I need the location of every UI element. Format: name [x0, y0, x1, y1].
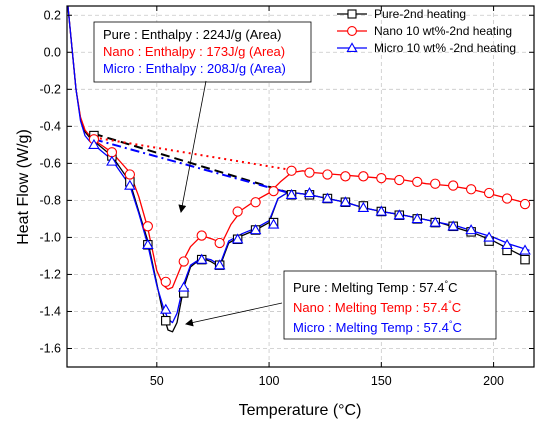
data-point-nano [340, 171, 351, 182]
data-point-micro [177, 281, 190, 292]
data-point-micro [465, 224, 477, 235]
legend-label-pure: Pure-2nd heating [374, 7, 466, 21]
melting-arrow [185, 302, 283, 327]
data-point-nano [178, 256, 189, 267]
plot-frame [66, 5, 535, 368]
data-point-micro [429, 216, 441, 227]
data-point-micro [88, 138, 100, 150]
legend-label-micro: Micro 10 wt% -2nd heating [374, 41, 516, 55]
data-point-micro [213, 259, 226, 270]
x-tick-label: 50 [150, 374, 164, 388]
enthalpy-arrow [178, 80, 207, 213]
legend-marker-micro [346, 42, 358, 53]
data-point-nano [412, 176, 423, 188]
melting-text-nano: Nano : Melting Temp : 57.4°C [293, 299, 461, 315]
data-point-nano [448, 180, 459, 191]
data-point-nano [519, 198, 531, 210]
data-point-nano [106, 147, 118, 158]
enthalpy-text-nano: Nano : Enthalpy : 173J/g (Area) [103, 44, 285, 59]
x-axis-label: Temperature (°C) [239, 402, 362, 419]
data-point-nano [214, 237, 225, 249]
legend-marker-pure [347, 9, 357, 19]
data-point-micro [339, 196, 352, 207]
data-point-nano [232, 206, 243, 217]
x-tick-label: 100 [259, 374, 280, 388]
legend: Pure-2nd heating Nano 10 wt%-2nd heating M… [337, 7, 516, 55]
y-tick-label: -0.2 [39, 82, 61, 96]
enthalpy-text-pure: Pure : Enthalpy : 224J/g (Area) [103, 27, 282, 42]
y-tick-label: -1.4 [39, 304, 61, 318]
melting-text-pure: Pure : Melting Temp : 57.4°C [293, 279, 458, 295]
data-point-nano [286, 165, 297, 176]
data-point-nano [142, 221, 153, 232]
data-point-nano [358, 171, 369, 182]
data-point-micro [321, 192, 334, 203]
data-point-micro [393, 209, 406, 220]
enthalpy-text-micro: Micro : Enthalpy : 208J/g (Area) [103, 61, 286, 76]
data-point-nano [160, 276, 171, 287]
data-point-nano [394, 174, 405, 186]
legend-marker-nano [347, 26, 357, 36]
data-point-micro [447, 220, 459, 231]
enthalpy-annotation: Pure : Enthalpy : 224J/g (Area) Nano : En… [93, 21, 312, 213]
data-point-nano [376, 173, 387, 184]
data-point-micro [195, 253, 208, 264]
data-point-micro [483, 231, 495, 242]
y-tick-label: 0.0 [44, 45, 61, 59]
data-point-nano [124, 169, 136, 180]
data-point-micro [411, 212, 424, 224]
data-point-nano [430, 178, 441, 189]
data-point-nano [501, 193, 513, 204]
data-point-nano [268, 185, 279, 197]
data-point-micro [231, 233, 244, 244]
data-point-micro [303, 187, 316, 198]
y-tick-label: 0.2 [44, 8, 61, 22]
y-tick-label: -1.2 [39, 267, 61, 281]
data-point-micro [375, 205, 388, 216]
data-point-nano [250, 197, 261, 208]
data-point-pure [161, 315, 171, 326]
data-point-pure [520, 254, 530, 265]
data-point-micro [142, 238, 154, 249]
y-tick-label: -0.4 [39, 119, 61, 133]
series-markers [88, 130, 531, 326]
y-tick-label: -1.6 [39, 341, 61, 355]
melting-text-micro: Micro : Melting Temp : 57.4°C [293, 319, 462, 335]
baselines [93, 132, 297, 196]
y-tick-label: -0.6 [39, 156, 61, 170]
x-axis-ticks: 50 100 150 200 [150, 6, 504, 388]
melting-box [283, 270, 497, 340]
data-point-micro [124, 179, 136, 190]
data-point-micro [267, 218, 280, 229]
melting-annotation: Pure : Melting Temp : 57.4°C Nano : Melti… [185, 270, 497, 340]
data-point-nano [322, 169, 333, 180]
enthalpy-box [93, 21, 312, 83]
legend-label-nano: Nano 10 wt%-2nd heating [374, 24, 512, 38]
data-point-nano [483, 187, 495, 199]
data-point-micro [249, 224, 262, 235]
baseline-nano [93, 136, 297, 172]
data-point-nano [304, 167, 315, 178]
data-point-micro [285, 188, 298, 200]
data-point-micro [160, 303, 172, 314]
data-point-micro [501, 238, 513, 249]
y-axis-ticks: 0.2 0.0 -0.2 -0.4 -0.6 -0.8 -1.0 -1.2 -1.4 -1.6 [39, 8, 534, 355]
x-tick-label: 200 [483, 374, 504, 388]
data-point-micro [519, 244, 531, 255]
y-tick-label: -0.8 [39, 193, 61, 207]
data-point-nano [196, 230, 207, 241]
baseline-micro [93, 138, 297, 196]
data-point-nano [465, 184, 477, 195]
y-tick-label: -1.0 [39, 230, 61, 244]
data-point-micro [106, 155, 118, 166]
y-axis-label: Heat Flow (W/g) [15, 129, 32, 245]
x-tick-label: 150 [371, 374, 392, 388]
data-point-micro [357, 201, 370, 212]
